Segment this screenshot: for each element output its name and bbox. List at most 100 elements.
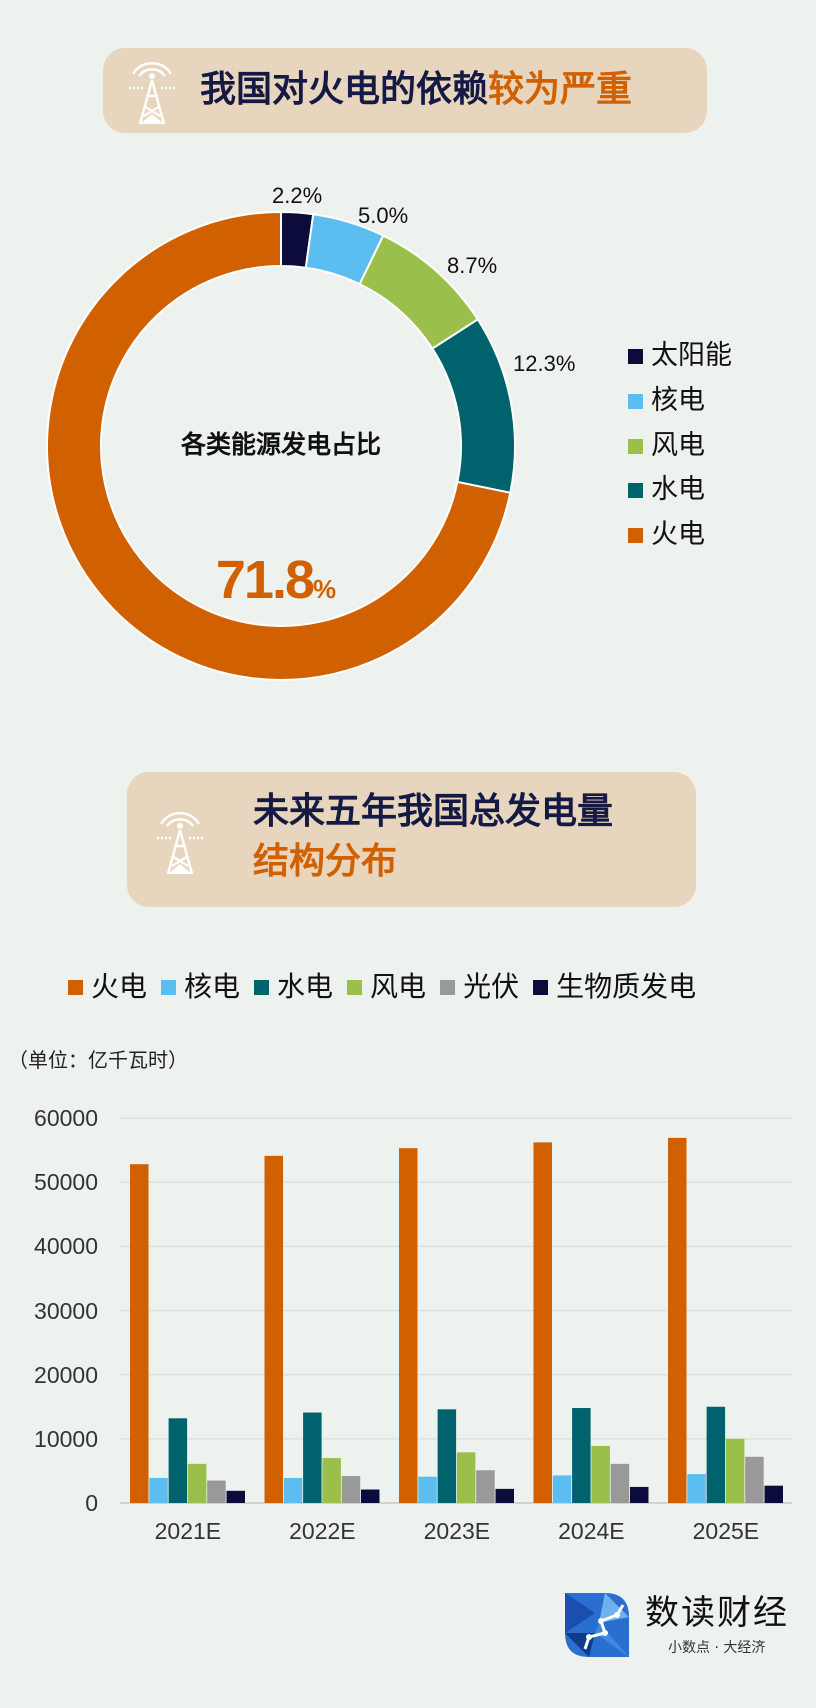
legend-swatch (254, 979, 270, 995)
bar-光伏-2023E (476, 1470, 495, 1503)
legend-item-wind: 风电 (628, 430, 705, 462)
bar-水电-2024E (572, 1408, 591, 1503)
y-tick-label: 10000 (34, 1425, 98, 1452)
wind-percent-label: 8.7% (447, 253, 498, 278)
bar-火电-2022E (264, 1155, 283, 1503)
bar-生物质发电-2022E (361, 1489, 380, 1503)
section2-title-line2: 结构分布 (253, 841, 398, 882)
bar-水电-2023E (437, 1409, 457, 1503)
bar-生物质发电-2023E (495, 1488, 514, 1503)
legend-label: 火电 (91, 970, 148, 1003)
legend-label: 核电 (651, 385, 705, 416)
legend-swatch (440, 979, 456, 995)
legend-item-fire: 火电 (628, 519, 705, 551)
bar-生物质发电-2025E (764, 1485, 783, 1503)
legend-swatch (533, 979, 549, 995)
bar-风电-2022E (322, 1458, 341, 1503)
percent-unit: % (312, 574, 337, 604)
legend-item-hydro: 水电 (628, 474, 705, 506)
section1-title: 我国对火电的依赖较为严重 (200, 70, 632, 110)
bar-光伏-2024E (610, 1463, 630, 1503)
donut-main-value: 71.8% (216, 550, 336, 624)
bar-水电-2025E (706, 1406, 726, 1503)
donut-center-title: 各类能源发电占比 (180, 430, 382, 459)
bar-风电-2023E (456, 1452, 476, 1503)
legend-swatch (68, 979, 83, 995)
legend-swatch (628, 527, 643, 543)
bar-火电-2021E (130, 1164, 149, 1503)
nuclear-percent-label: 5.0% (358, 203, 409, 228)
section1-header: 我国对火电的依赖较为严重 (103, 48, 707, 133)
brand-slogan: 小数点 · 大经济 (668, 1640, 766, 1656)
x-tick-label: 2022E (289, 1518, 356, 1544)
legend-item-hydro: 水电 (254, 970, 333, 1004)
legend-label: 生物质发电 (556, 970, 697, 1003)
polygon-leaf-logo (565, 1593, 629, 1657)
legend-swatch (161, 979, 177, 995)
bar-legend: 火电 核电 水电 风电 光伏 生物质发电 (68, 970, 696, 1004)
legend-label: 太阳能 (651, 340, 732, 371)
section2-title-line1: 未来五年我国总发电量 (253, 791, 614, 832)
bar-光伏-2022E (341, 1476, 361, 1503)
hydro-percent-label: 12.3% (513, 351, 576, 376)
legend-label: 火电 (651, 519, 705, 550)
power-tower-icon (129, 61, 175, 125)
x-tick-label: 2024E (558, 1518, 625, 1544)
legend-item-pv: 光伏 (440, 970, 519, 1004)
bar-火电-2024E (533, 1142, 552, 1503)
bar-生物质发电-2021E (226, 1490, 245, 1503)
bar-核电-2022E (283, 1477, 303, 1503)
legend-swatch (628, 348, 643, 364)
donut-slice-火电 (46, 210, 512, 681)
unit-label: （单位：亿千瓦时） (8, 1048, 188, 1072)
bar-核电-2023E (418, 1476, 437, 1503)
bar-火电-2023E (399, 1148, 418, 1503)
legend-item-wind: 风电 (347, 970, 426, 1004)
legend-item-nuclear: 核电 (161, 970, 240, 1004)
legend-swatch (347, 979, 363, 995)
bar-风电-2025E (725, 1438, 745, 1503)
bar-光伏-2021E (207, 1480, 226, 1503)
legend-label: 水电 (651, 474, 705, 505)
x-tick-label: 2021E (154, 1518, 222, 1544)
legend-swatch (628, 438, 643, 454)
legend-item-biomass: 生物质发电 (533, 970, 696, 1004)
x-tick-label: 2023E (423, 1518, 491, 1544)
section2-header: 未来五年我国总发电量 结构分布 (127, 772, 696, 907)
y-tick-label: 30000 (34, 1297, 98, 1324)
y-tick-label: 50000 (34, 1169, 98, 1196)
bar-水电-2022E (303, 1412, 322, 1503)
legend-label: 风电 (370, 970, 427, 1003)
fire-percent-label: 71.8 (215, 550, 315, 610)
bar-核电-2024E (552, 1475, 572, 1503)
legend-swatch (628, 482, 643, 498)
bar-核电-2025E (687, 1474, 706, 1503)
legend-label: 水电 (277, 970, 334, 1003)
bar-核电-2021E (149, 1477, 168, 1503)
bar-水电-2021E (168, 1418, 188, 1503)
title-accent-part: 较为严重 (488, 69, 633, 110)
power-tower-icon (157, 811, 203, 875)
legend-item-solar: 太阳能 (628, 340, 732, 372)
x-tick-label: 2025E (692, 1518, 760, 1544)
bar-风电-2021E (187, 1463, 207, 1503)
donut-chart (46, 210, 516, 681)
legend-label: 风电 (651, 430, 705, 461)
title-dark-part: 我国对火电的依赖 (200, 69, 489, 110)
y-tick-label: 60000 (34, 1105, 98, 1131)
bar-火电-2025E (668, 1137, 687, 1503)
bar-生物质发电-2024E (630, 1486, 649, 1503)
bar-chart (120, 1117, 792, 1504)
y-tick-label: 40000 (34, 1233, 98, 1260)
legend-label: 光伏 (463, 970, 520, 1003)
solar-percent-label: 2.2% (272, 183, 323, 208)
bar-风电-2024E (591, 1445, 610, 1503)
legend-item-nuclear: 核电 (628, 385, 705, 417)
bar-光伏-2025E (745, 1456, 764, 1503)
brand-name: 数读财经 (645, 1593, 789, 1633)
legend-swatch (628, 393, 643, 409)
y-tick-label: 20000 (34, 1361, 98, 1388)
legend-item-fire: 火电 (68, 970, 147, 1004)
y-tick-label: 0 (85, 1490, 98, 1516)
legend-label: 核电 (184, 970, 241, 1003)
